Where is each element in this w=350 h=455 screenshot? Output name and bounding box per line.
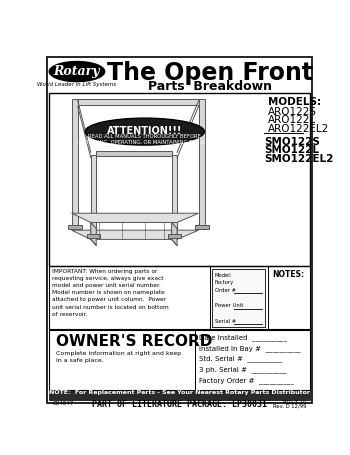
Text: C04847: C04847 bbox=[52, 401, 74, 406]
Ellipse shape bbox=[85, 118, 204, 145]
Text: Complete information at right and keep
in a safe place.: Complete information at right and keep i… bbox=[56, 351, 181, 364]
Ellipse shape bbox=[49, 61, 105, 81]
Text: ARO122L: ARO122L bbox=[268, 116, 316, 126]
Text: Power Unit: Power Unit bbox=[215, 303, 243, 308]
Text: Factory Order #  __________: Factory Order # __________ bbox=[199, 377, 294, 384]
Text: 3 ph. Serial #  __________: 3 ph. Serial # __________ bbox=[199, 366, 286, 373]
Bar bbox=[78, 99, 199, 105]
Polygon shape bbox=[72, 213, 199, 222]
Polygon shape bbox=[91, 222, 96, 246]
Polygon shape bbox=[91, 222, 96, 239]
Text: PART OF LITERATURE PACKAGE: LP30031: PART OF LITERATURE PACKAGE: LP30031 bbox=[92, 400, 267, 410]
Text: ARO122EL2: ARO122EL2 bbox=[268, 124, 329, 134]
Text: FRD-3-10: FRD-3-10 bbox=[282, 400, 307, 405]
Text: Std. Serial #  __________: Std. Serial # __________ bbox=[199, 356, 282, 363]
Bar bbox=[199, 99, 205, 226]
Bar bbox=[172, 155, 177, 236]
Text: OWNER'S RECORD: OWNER'S RECORD bbox=[56, 334, 212, 349]
Bar bbox=[168, 234, 181, 238]
Polygon shape bbox=[172, 222, 177, 246]
Text: ATTENTION!!!: ATTENTION!!! bbox=[107, 126, 182, 136]
Text: The Open Front: The Open Front bbox=[107, 61, 313, 85]
Text: IMPORTANT: When ordering parts or
requesting service, always give exact
model an: IMPORTANT: When ordering parts or reques… bbox=[52, 268, 169, 317]
Text: Order #: Order # bbox=[215, 288, 236, 293]
Text: Model:: Model: bbox=[215, 273, 232, 278]
Text: World Leader in Lift Systems: World Leader in Lift Systems bbox=[37, 82, 117, 87]
Text: Rev. D 12/99: Rev. D 12/99 bbox=[273, 404, 307, 409]
Bar bbox=[87, 234, 100, 238]
Text: SMO122L: SMO122L bbox=[264, 146, 319, 156]
Bar bbox=[49, 330, 309, 390]
Text: Parts  Breakdown: Parts Breakdown bbox=[148, 80, 272, 93]
Text: ARO122S: ARO122S bbox=[268, 107, 317, 117]
Text: Rotary: Rotary bbox=[54, 65, 100, 78]
Polygon shape bbox=[172, 222, 177, 239]
Bar bbox=[72, 99, 78, 226]
Text: READ ALL MANUALS THOROUGHLY BEFORE: READ ALL MANUALS THOROUGHLY BEFORE bbox=[88, 134, 201, 139]
Text: NOTES:: NOTES: bbox=[272, 270, 304, 279]
Bar bbox=[49, 93, 309, 266]
Bar bbox=[96, 151, 172, 156]
Bar bbox=[49, 266, 309, 329]
Bar bbox=[68, 225, 82, 228]
Text: SMO122EL2: SMO122EL2 bbox=[264, 154, 334, 164]
Text: Date Installed  __________: Date Installed __________ bbox=[199, 334, 287, 341]
Polygon shape bbox=[72, 230, 199, 239]
Text: Factory: Factory bbox=[215, 280, 234, 285]
Text: INSTALLING, OPERATING, OR MAINTAINING THE LIFT: INSTALLING, OPERATING, OR MAINTAINING TH… bbox=[77, 139, 212, 144]
Bar bbox=[212, 268, 265, 327]
Bar bbox=[91, 155, 96, 236]
Text: SMO122S: SMO122S bbox=[264, 137, 320, 147]
Text: Serial #: Serial # bbox=[215, 318, 236, 324]
Bar bbox=[195, 225, 209, 228]
Bar bbox=[49, 390, 309, 400]
Text: NOTE:  For Replacement Parts - See Your Nearest Rotary Parts Distributor: NOTE: For Replacement Parts - See Your N… bbox=[49, 390, 310, 395]
Text: Installed In Bay #  __________: Installed In Bay # __________ bbox=[199, 345, 300, 352]
Text: MODELS:: MODELS: bbox=[268, 97, 321, 107]
